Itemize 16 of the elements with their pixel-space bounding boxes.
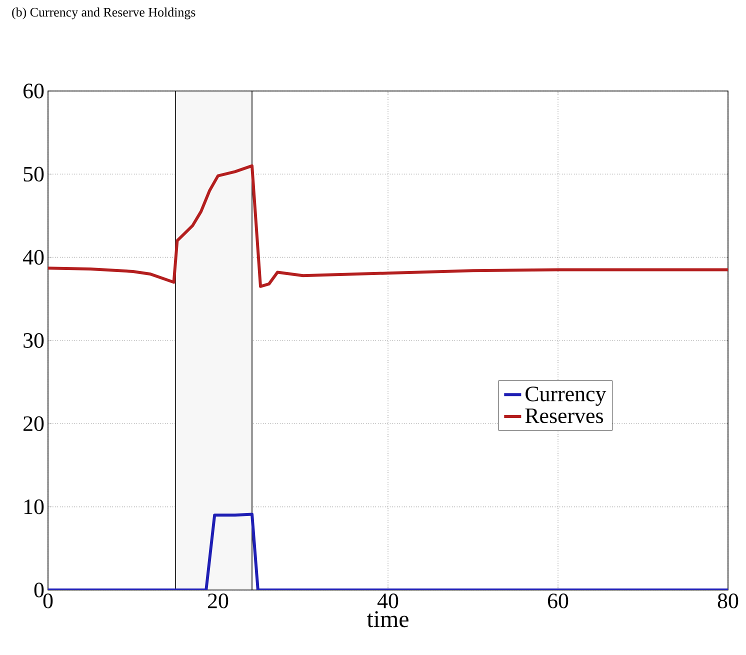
x-tick-label: 80 xyxy=(718,594,738,608)
x-tick-label: 60 xyxy=(548,594,568,608)
y-tick-label: 0 xyxy=(34,582,44,598)
x-tick-label: 20 xyxy=(208,594,228,608)
chart-title: (b) Currency and Reserve Holdings xyxy=(12,8,196,20)
y-tick-label: 20 xyxy=(24,416,44,432)
y-tick-label: 10 xyxy=(24,499,44,514)
y-tick-label: 30 xyxy=(24,333,44,348)
x-axis-title: time xyxy=(366,611,408,628)
y-tick-label: 40 xyxy=(22,250,44,265)
y-tick-label: 50 xyxy=(24,166,44,182)
y-tick-label: 60 xyxy=(24,84,44,98)
line-series xyxy=(48,164,728,288)
legend-label: Reserves xyxy=(525,408,603,424)
x-tick-label: 40 xyxy=(377,594,398,608)
legend-label: Currency xyxy=(526,386,606,406)
